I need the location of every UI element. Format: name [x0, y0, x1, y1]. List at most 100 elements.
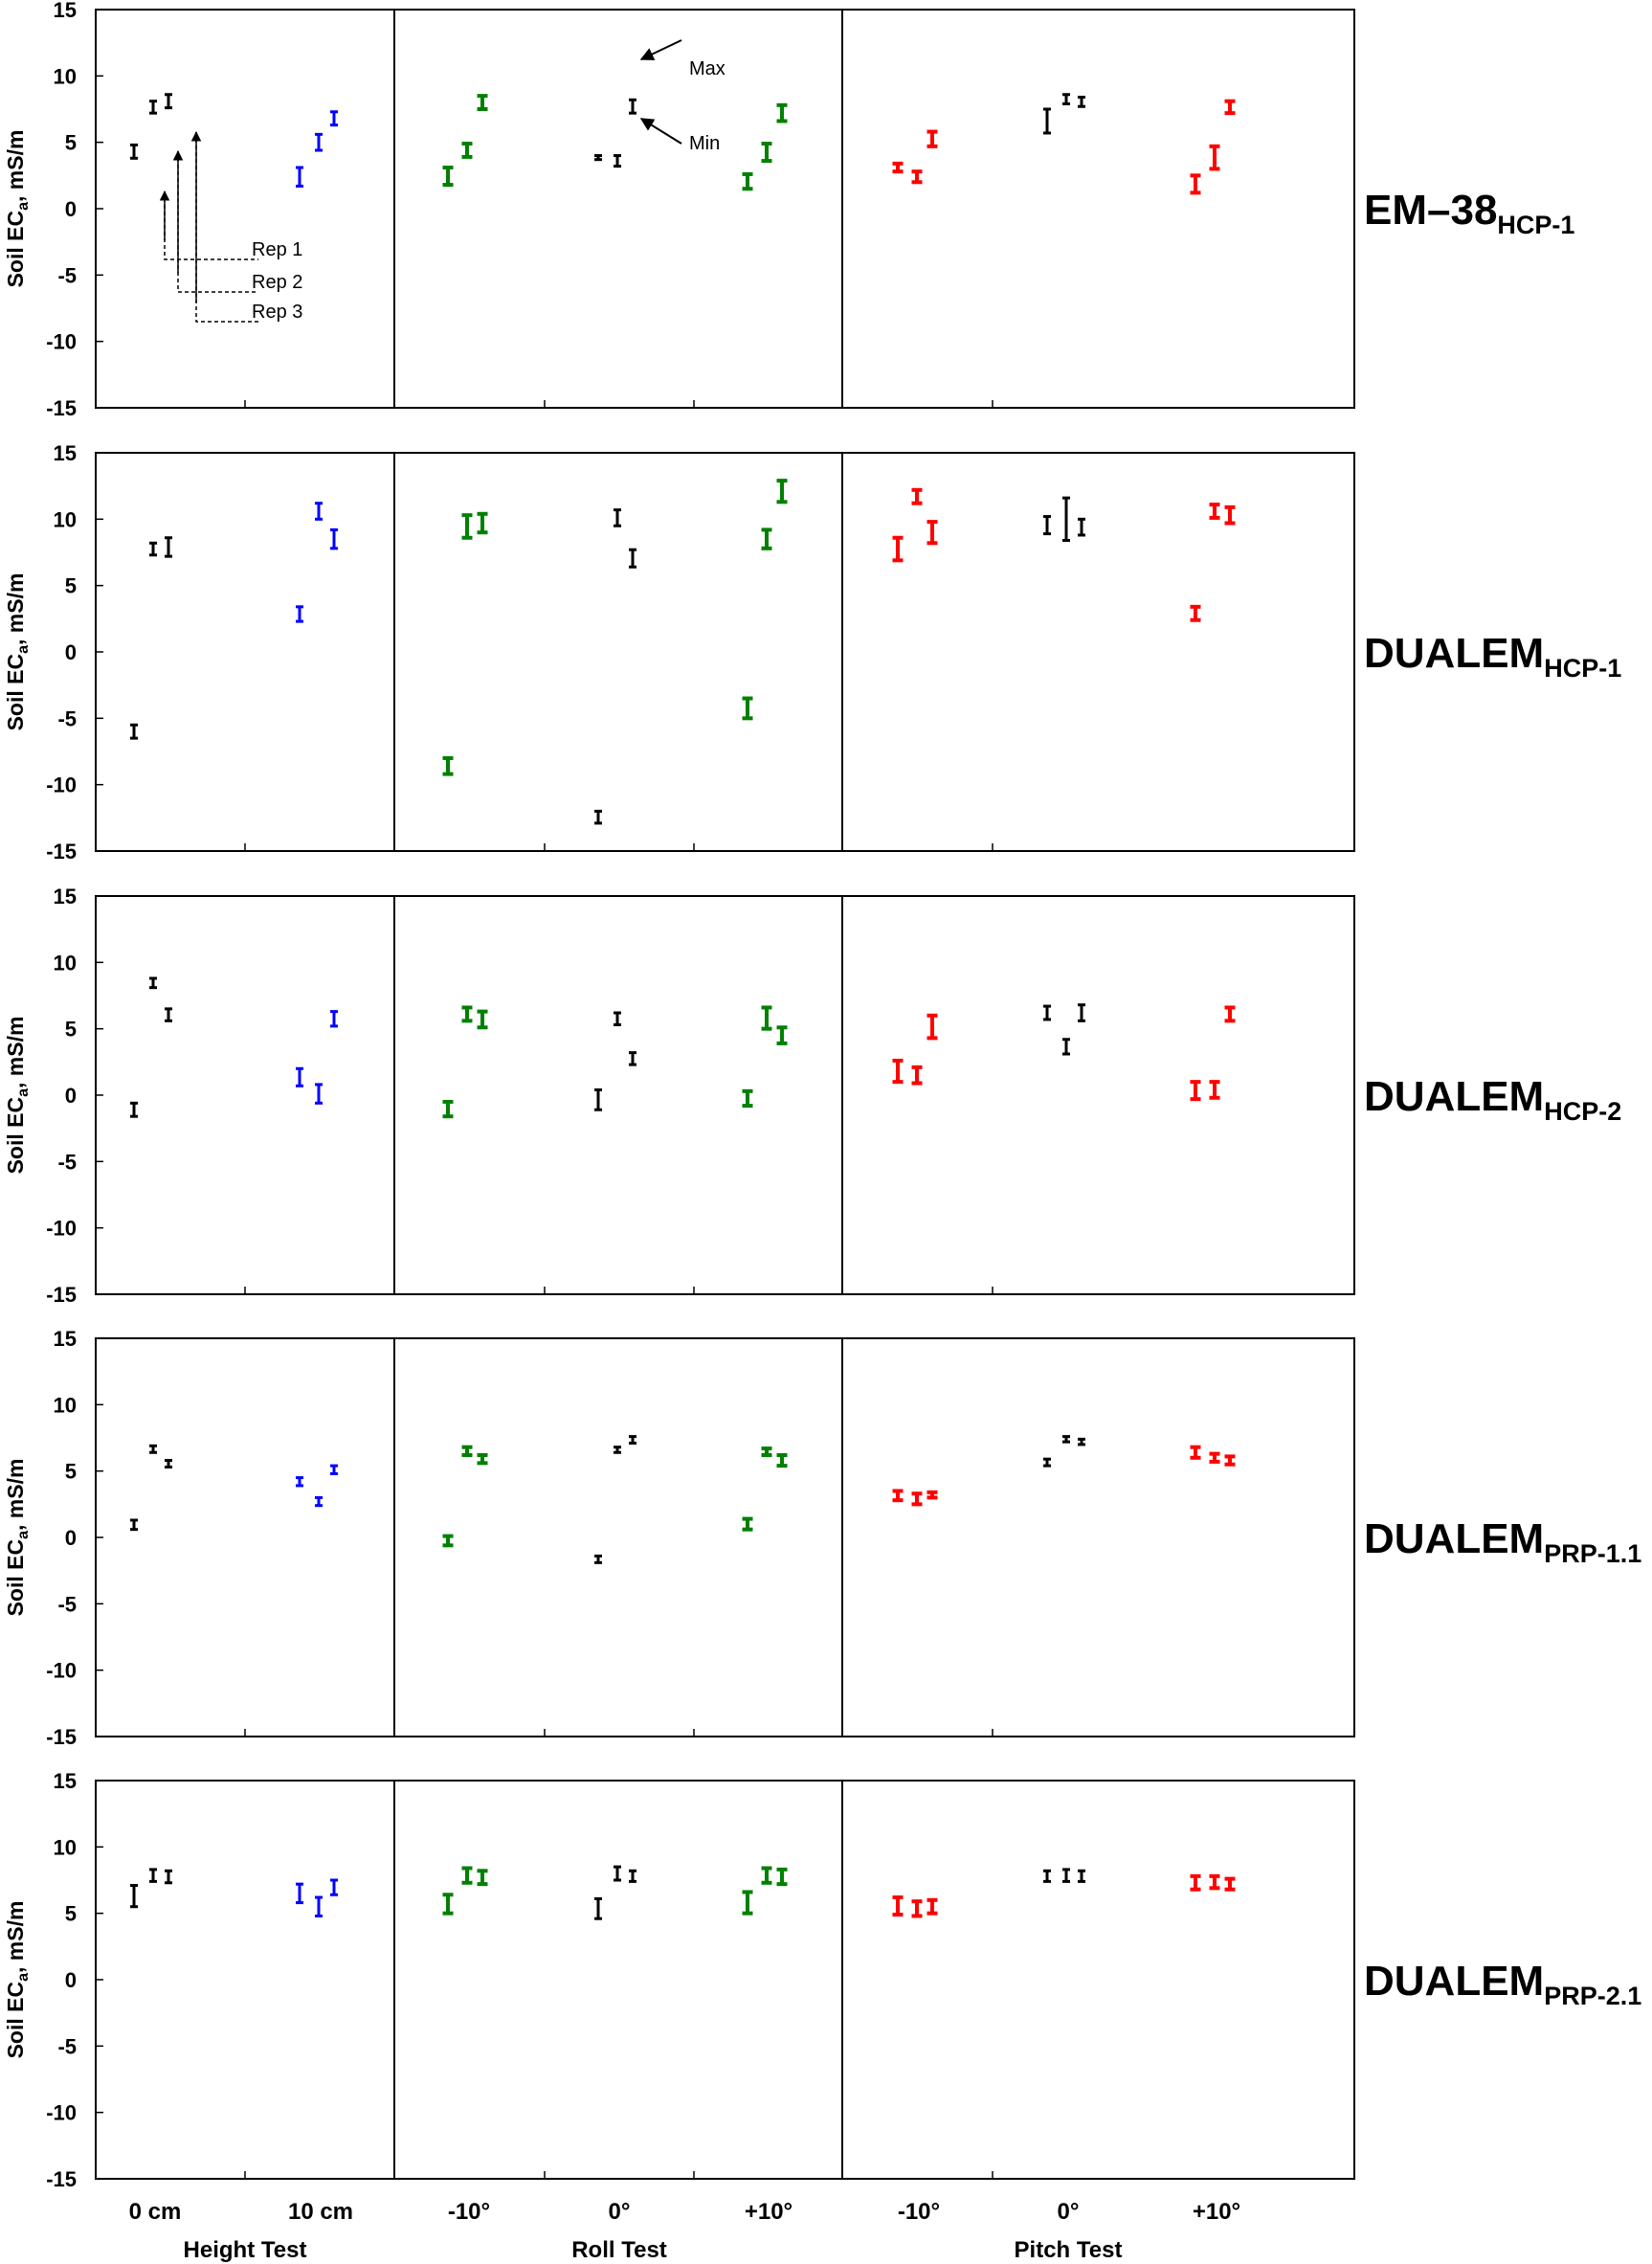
panel-5: 15 10 5 0 -5 -10 -15 Soil ECa, mS/m DUALEMPRP-2.… — [3, 1769, 1641, 2191]
rep-leader — [177, 151, 258, 293]
y-axis-label-unit: , mS/m — [3, 130, 28, 202]
instrument-label: DUALEMHCP-2 — [1364, 1073, 1621, 1126]
range-marker — [776, 1867, 788, 1887]
range-marker — [892, 1058, 904, 1085]
y-tick-label: -10 — [46, 330, 77, 354]
rep-leader — [195, 132, 258, 323]
y-axis-label-main: Soil EC — [3, 1982, 28, 2059]
y-tick-label: 0 — [65, 1968, 77, 1992]
range-marker — [1209, 503, 1220, 520]
y-axis-label-unit: , mS/m — [3, 1459, 28, 1531]
range-marker — [1209, 1451, 1220, 1464]
rep-label: Rep 1 — [252, 239, 302, 260]
y-tick-label: 10 — [54, 951, 77, 975]
range-marker — [926, 520, 938, 546]
y-axis-label-main: Soil EC — [3, 1097, 28, 1175]
plot-frame — [95, 1337, 1355, 1737]
range-marker — [594, 809, 602, 825]
y-tick-label: 5 — [65, 1902, 77, 1926]
range-marker — [165, 1007, 172, 1022]
y-tick-label: -5 — [57, 2034, 77, 2058]
panel-1: 15 10 5 0 -5 -10 -15 Soil ECa, mS/m EM–38HCP-1 Ma… — [3, 0, 1574, 420]
range-marker — [330, 1010, 338, 1028]
x-category-label: 10 cm — [288, 2199, 353, 2225]
x-group-label: Roll Test — [571, 2237, 667, 2263]
plot-frame — [95, 1780, 1355, 2180]
instrument-name: EM–38 — [1364, 187, 1497, 234]
range-marker — [761, 1446, 772, 1458]
range-marker — [330, 110, 338, 127]
range-marker — [315, 132, 323, 152]
y-tick-label: 10 — [54, 1393, 77, 1417]
range-marker — [296, 605, 303, 623]
range-marker — [911, 487, 923, 505]
instrument-subscript: PRP-2.1 — [1544, 1982, 1641, 2010]
range-marker — [149, 541, 157, 557]
range-marker — [1190, 604, 1201, 622]
range-marker — [1078, 517, 1085, 537]
range-marker — [742, 1088, 753, 1109]
range-marker — [296, 1066, 303, 1087]
y-tick-label: 0 — [65, 640, 77, 664]
range-marker — [1224, 1005, 1236, 1023]
range-marker — [629, 548, 636, 569]
range-marker — [477, 1453, 488, 1466]
range-marker — [761, 1866, 772, 1885]
y-tick-label: -15 — [46, 840, 77, 863]
range-marker — [911, 169, 923, 185]
y-axis-label-sub: a — [15, 1088, 32, 1097]
range-marker — [776, 479, 788, 504]
y-tick-label: 5 — [65, 1460, 77, 1484]
range-marker — [1078, 1003, 1085, 1022]
range-marker — [442, 166, 454, 188]
range-marker — [461, 1445, 473, 1458]
range-marker — [315, 1895, 323, 1917]
range-marker — [1224, 1454, 1236, 1467]
min-arrow — [639, 118, 682, 145]
x-category-label: +10° — [1193, 2199, 1240, 2225]
range-marker — [461, 142, 473, 159]
range-marker — [742, 171, 753, 191]
range-marker — [1224, 1876, 1236, 1892]
range-marker — [149, 100, 157, 115]
x-group-label: Pitch Test — [1015, 2237, 1123, 2263]
range-marker — [130, 1884, 138, 1909]
max-label: Max — [689, 58, 726, 79]
y-tick-label: -5 — [57, 1592, 77, 1616]
plot-frame — [95, 895, 1355, 1295]
range-marker — [776, 102, 788, 123]
x-category-label: +10° — [745, 2199, 793, 2225]
min-label: Min — [689, 133, 720, 154]
range-marker — [776, 1025, 788, 1045]
y-axis-label-sub: a — [15, 1973, 32, 1982]
range-marker — [926, 1490, 938, 1500]
range-marker — [330, 527, 338, 550]
range-marker — [1209, 1873, 1220, 1891]
rep-label: Rep 2 — [252, 272, 302, 293]
x-category-label: 0° — [1058, 2199, 1080, 2225]
range-marker — [1078, 96, 1085, 108]
range-marker — [742, 696, 753, 721]
y-tick-label: -10 — [46, 2101, 77, 2125]
range-marker — [892, 1489, 904, 1503]
range-marker — [442, 755, 454, 776]
x-group-label: Height Test — [184, 2237, 307, 2263]
y-axis-label-sub: a — [15, 645, 32, 654]
range-marker — [892, 1895, 904, 1917]
range-marker — [1062, 93, 1070, 105]
max-arrow — [639, 39, 682, 60]
y-tick-label: -5 — [57, 1150, 77, 1174]
y-tick-label: 15 — [54, 1327, 77, 1351]
range-marker — [296, 1882, 303, 1905]
range-marker — [594, 1554, 602, 1564]
range-marker — [315, 1083, 323, 1105]
range-marker — [130, 143, 138, 160]
y-axis-label-unit: , mS/m — [3, 1901, 28, 1973]
range-marker — [911, 1065, 923, 1086]
range-marker — [614, 1011, 621, 1027]
range-marker — [892, 161, 904, 174]
range-marker — [442, 1534, 454, 1548]
range-marker — [911, 1491, 923, 1507]
y-tick-label: -15 — [46, 1283, 77, 1307]
